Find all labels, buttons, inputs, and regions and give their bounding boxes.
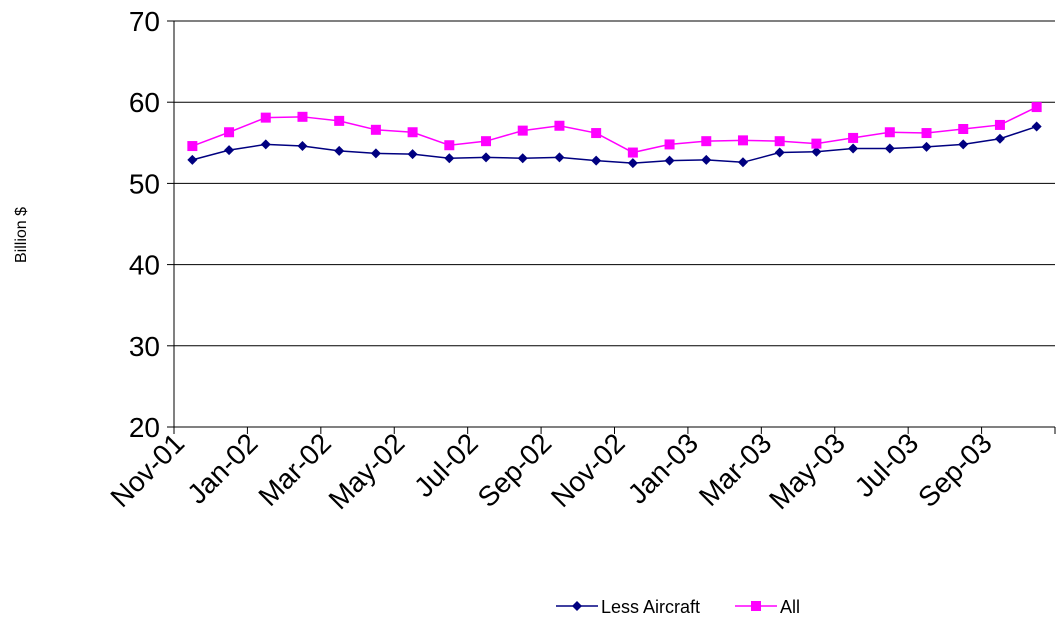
x-tick-label-sep-03: Sep-03: [912, 427, 998, 513]
x-tick-label-nov-02: Nov-02: [545, 427, 631, 513]
x-tick-label-jan-02: Jan-02: [181, 427, 263, 509]
data-point-jul-02: [481, 152, 492, 163]
y-tick-label-60: 60: [129, 87, 160, 118]
data-point-aug-03: [958, 139, 969, 150]
data-point-sep-02: [554, 120, 565, 131]
y-tick-label-20: 20: [129, 412, 160, 443]
x-tick-label-may-03: May-03: [763, 427, 851, 515]
data-point-feb-03: [737, 135, 748, 146]
data-point-jun-02: [444, 153, 455, 164]
data-point-jan-03: [701, 154, 712, 165]
data-point-feb-02: [297, 111, 308, 122]
data-point-dec-01: [224, 127, 235, 138]
data-point-sep-03: [994, 119, 1005, 130]
legend-marker: [751, 601, 761, 611]
data-point-sep-02: [554, 152, 565, 163]
y-tick-labels: 20 30 40 50 60 70: [129, 6, 160, 443]
data-point-feb-03: [737, 157, 748, 168]
data-point-may-03: [848, 132, 859, 143]
data-point-feb-02: [297, 141, 308, 152]
x-tick-label-sep-02: Sep-02: [472, 427, 558, 513]
data-point-sep-03: [994, 133, 1005, 144]
legend-label: All: [780, 597, 800, 617]
legend-item-less-aircraft: Less Aircraft: [556, 597, 700, 617]
legend-marker: [572, 601, 582, 611]
data-point-nov-02: [627, 158, 638, 169]
data-point-jun-03: [884, 127, 895, 138]
data-point-may-02: [407, 127, 418, 138]
data-point-may-02: [407, 149, 418, 160]
data-point-apr-02: [370, 124, 381, 135]
series-line: [192, 106, 1037, 154]
legend-label: Less Aircraft: [601, 597, 700, 617]
data-point-nov-01: [187, 154, 198, 165]
data-point-jul-03: [921, 141, 932, 152]
legend: Less Aircraft All: [556, 597, 800, 617]
data-point-dec-02: [664, 155, 675, 166]
x-tick-label-jan-03: Jan-03: [622, 427, 704, 509]
data-point-oct-02: [591, 128, 602, 139]
data-point-mar-02: [334, 145, 345, 156]
data-point-apr-03: [811, 146, 822, 157]
data-point-jun-03: [884, 143, 895, 154]
gridlines: [174, 20, 1055, 347]
data-point-mar-03: [774, 147, 785, 158]
series-line: [192, 125, 1037, 164]
data-point-aug-02: [517, 153, 528, 164]
x-tick-label-may-02: May-02: [323, 427, 411, 515]
x-tick-label-mar-03: Mar-03: [693, 427, 778, 512]
data-point-apr-02: [370, 148, 381, 159]
data-point-jul-02: [481, 136, 492, 147]
y-tick-label-50: 50: [129, 168, 160, 199]
data-point-nov-01: [187, 141, 198, 152]
legend-item-all: All: [735, 597, 800, 617]
x-tick-label-mar-02: Mar-02: [252, 427, 337, 512]
data-point-dec-01: [224, 145, 235, 156]
data-point-nov-02: [627, 147, 638, 158]
y-axis-label: Billion $: [13, 207, 30, 263]
data-point-jul-03: [921, 128, 932, 139]
series-less-aircraft: [187, 121, 1042, 169]
data-point-may-03: [848, 143, 859, 154]
data-point-jan-03: [701, 136, 712, 147]
data-point-mar-02: [334, 115, 345, 126]
data-point-dec-02: [664, 139, 675, 150]
data-point-aug-02: [517, 125, 528, 136]
y-tick-label-30: 30: [129, 331, 160, 362]
data-point-oct-03: [1031, 121, 1042, 132]
data-point-oct-02: [591, 155, 602, 166]
data-point-aug-03: [958, 123, 969, 134]
data-point-jan-02: [260, 112, 271, 123]
data-point-jan-02: [260, 139, 271, 150]
data-point-apr-03: [811, 138, 822, 149]
series-group: [187, 102, 1042, 169]
series-all: [187, 102, 1042, 158]
data-point-jun-02: [444, 140, 455, 151]
data-point-oct-03: [1031, 102, 1042, 113]
axes: [167, 20, 1056, 434]
data-point-mar-03: [774, 136, 785, 147]
x-tick-labels: Nov-01Jan-02Mar-02May-02Jul-02Sep-02Nov-…: [104, 427, 997, 515]
y-tick-label-40: 40: [129, 250, 160, 281]
y-tick-label-70: 70: [129, 6, 160, 37]
